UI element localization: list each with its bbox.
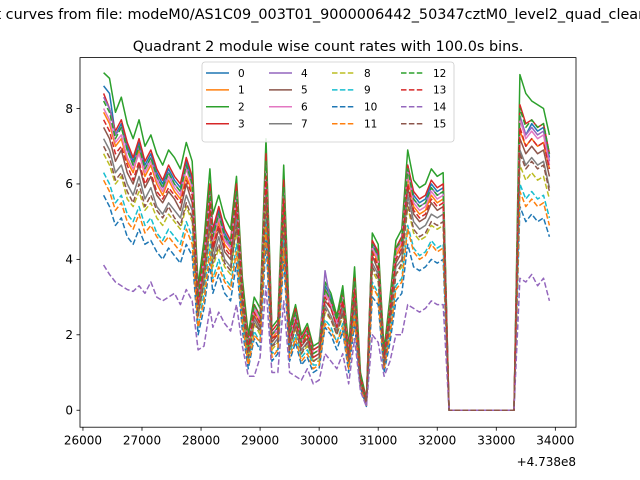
legend-label: 3 bbox=[238, 119, 245, 131]
legend-entry-11: 11 bbox=[332, 119, 377, 131]
legend-label: 0 bbox=[238, 68, 245, 80]
legend-frame bbox=[201, 61, 455, 143]
legend-entry-13: 13 bbox=[401, 85, 446, 97]
legend-label: 7 bbox=[301, 119, 308, 131]
y-tick-label: 4 bbox=[65, 253, 73, 267]
legend-entry-10: 10 bbox=[332, 102, 377, 114]
legend-entry-8: 8 bbox=[332, 68, 371, 80]
x-tick-label: 30000 bbox=[300, 434, 338, 448]
x-tick-label: 27000 bbox=[123, 434, 161, 448]
x-axis: 26000 27000 28000 29000 30000 31000 32000 33000… bbox=[64, 427, 574, 448]
legend-entry-14: 14 bbox=[401, 102, 447, 114]
legend-entry-0: 0 bbox=[206, 68, 245, 80]
legend-label: 11 bbox=[364, 119, 377, 131]
x-tick-label: 33000 bbox=[477, 434, 515, 448]
plot-area: 26000 27000 28000 29000 30000 31000 32000 33000… bbox=[64, 57, 577, 469]
legend-entry-4: 4 bbox=[269, 68, 308, 80]
y-tick-label: 6 bbox=[65, 177, 73, 191]
series-line-15 bbox=[102, 145, 551, 411]
legend-entry-9: 9 bbox=[332, 85, 371, 97]
legend-label: 12 bbox=[433, 68, 446, 80]
legend-label: 2 bbox=[238, 102, 245, 114]
legend-label: 14 bbox=[433, 102, 447, 114]
x-tick-label: 28000 bbox=[182, 434, 220, 448]
y-axis: 0 2 4 6 8 bbox=[65, 102, 80, 418]
legend-entry-6: 6 bbox=[269, 102, 308, 114]
x-tick-label: 29000 bbox=[241, 434, 279, 448]
y-tick-label: 8 bbox=[65, 102, 73, 116]
y-tick-label: 0 bbox=[65, 404, 73, 418]
legend-entry-7: 7 bbox=[269, 119, 308, 131]
figure-suptitle: Light curves from file: modeM0/AS1C09_00… bbox=[0, 7, 640, 23]
legend-entry-1: 1 bbox=[206, 85, 245, 97]
y-tick-label: 2 bbox=[65, 328, 73, 342]
legend-label: 9 bbox=[364, 85, 371, 97]
chart-title: Quadrant 2 module wise count rates with … bbox=[133, 39, 524, 55]
legend-label: 1 bbox=[238, 85, 245, 97]
legend-label: 8 bbox=[364, 68, 371, 80]
legend-label: 15 bbox=[433, 119, 446, 131]
x-axis-offset-label: +4.738e8 bbox=[517, 455, 576, 469]
legend-label: 13 bbox=[433, 85, 446, 97]
x-tick-label: 26000 bbox=[64, 434, 102, 448]
legend-entry-12: 12 bbox=[401, 68, 446, 80]
x-tick-label: 32000 bbox=[418, 434, 456, 448]
plot-frame bbox=[79, 57, 577, 428]
legend-label: 6 bbox=[301, 102, 308, 114]
legend-label: 10 bbox=[364, 102, 377, 114]
legend-entry-15: 15 bbox=[401, 119, 446, 131]
legend-label: 5 bbox=[301, 85, 308, 97]
legend-entry-2: 2 bbox=[206, 102, 245, 114]
series-layer bbox=[102, 72, 551, 411]
legend-entry-3: 3 bbox=[206, 119, 245, 131]
x-tick-label: 31000 bbox=[359, 434, 397, 448]
legend-label: 4 bbox=[301, 68, 308, 80]
legend-entry-5: 5 bbox=[269, 85, 308, 97]
x-tick-label: 34000 bbox=[536, 434, 574, 448]
